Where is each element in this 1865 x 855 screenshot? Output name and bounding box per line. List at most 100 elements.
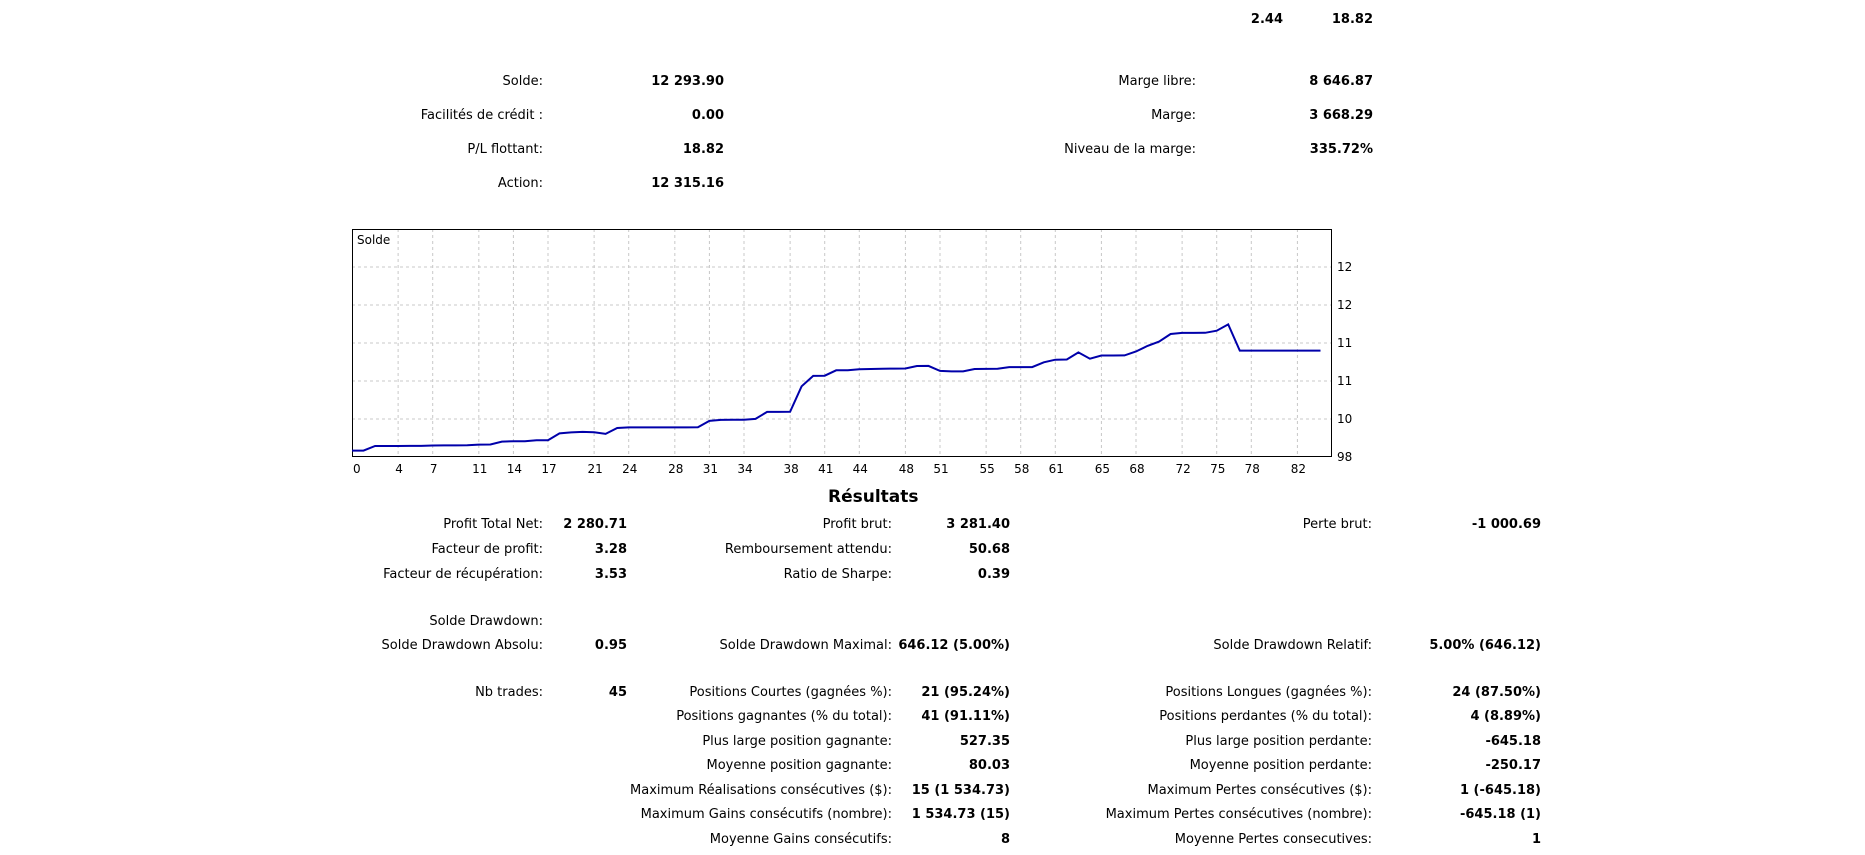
max-gains-nombre-label: Maximum Gains consécutifs (nombre): xyxy=(640,807,892,822)
max-pertes-value: 1 (-645.18) xyxy=(1459,783,1541,798)
pl-label: P/L flottant: xyxy=(467,142,543,157)
action-label: Action: xyxy=(497,176,543,191)
credit-value: 0.00 xyxy=(691,108,724,123)
moyenne-pertes-value: 1 xyxy=(1531,832,1541,847)
max-gains-nombre-value: 1 534.73 (15) xyxy=(911,807,1010,822)
sharpe-value: 0.39 xyxy=(977,567,1010,582)
max-pertes-label: Maximum Pertes consécutives ($): xyxy=(1147,783,1372,798)
x-tick-label: 82 xyxy=(1291,462,1306,476)
x-tick-label: 41 xyxy=(818,462,833,476)
y-axis-ticks: 12856 12258 11661 11063 10465 9867 xyxy=(1337,260,1352,464)
y-tick-label: 9867 xyxy=(1337,450,1352,464)
chart-frame xyxy=(352,229,1332,457)
positions-longues-value: 24 (87.50%) xyxy=(1452,685,1541,700)
facteur-profit-label: Facteur de profit: xyxy=(431,542,543,557)
x-tick-label: 55 xyxy=(979,462,994,476)
profit-brut-value: 3 281.40 xyxy=(946,517,1010,532)
x-tick-label: 68 xyxy=(1129,462,1144,476)
x-tick-label: 72 xyxy=(1175,462,1190,476)
moyenne-gains-label: Moyenne Gains consécutifs: xyxy=(709,832,892,847)
profit-total-label: Profit Total Net: xyxy=(443,517,543,532)
y-tick-label: 10465 xyxy=(1337,412,1352,426)
chart-title: Solde xyxy=(357,233,390,247)
facteur-recuperation-label: Facteur de récupération: xyxy=(383,567,543,582)
x-tick-label: 75 xyxy=(1210,462,1225,476)
x-tick-label: 65 xyxy=(1095,462,1110,476)
x-tick-label: 28 xyxy=(668,462,683,476)
x-tick-label: 58 xyxy=(1014,462,1029,476)
marge-libre-value: 8 646.87 xyxy=(1309,74,1373,89)
nb-trades-value: 45 xyxy=(608,685,627,700)
y-tick-label: 12856 xyxy=(1337,260,1352,274)
x-tick-label: 38 xyxy=(783,462,798,476)
top-value-right: 18.82 xyxy=(1331,12,1373,27)
y-tick-label: 11063 xyxy=(1337,374,1352,388)
top-value-left: 2.44 xyxy=(1250,12,1283,27)
x-tick-label: 21 xyxy=(587,462,602,476)
plus-large-perdante-label: Plus large position perdante: xyxy=(1185,734,1372,749)
results-title: Résultats xyxy=(828,487,919,507)
marge-libre-label: Marge libre: xyxy=(1118,74,1196,89)
niveau-marge-value: 335.72% xyxy=(1309,142,1373,157)
plus-large-gagnante-label: Plus large position gagnante: xyxy=(702,734,892,749)
x-tick-label: 31 xyxy=(703,462,718,476)
drawdown-absolu-value: 0.95 xyxy=(594,638,627,653)
marge-value: 3 668.29 xyxy=(1309,108,1373,123)
plus-large-perdante-value: -645.18 xyxy=(1485,734,1541,749)
x-tick-label: 34 xyxy=(737,462,752,476)
chart-grid xyxy=(352,229,1332,457)
max-realisations-value: 15 (1 534.73) xyxy=(911,783,1010,798)
marge-label: Marge: xyxy=(1151,108,1196,123)
drawdown-maximal-value: 646.12 (5.00%) xyxy=(898,638,1010,653)
balance-chart: Solde 0 4 7 11 14 17 21 24 28 31 34 38 41 44 48 51 55 58 6… xyxy=(352,229,1352,476)
pl-value: 18.82 xyxy=(682,142,724,157)
y-tick-label: 11661 xyxy=(1337,336,1352,350)
niveau-marge-label: Niveau de la marge: xyxy=(1064,142,1196,157)
positions-courtes-label: Positions Courtes (gagnées %): xyxy=(689,685,892,700)
max-pertes-nombre-value: -645.18 (1) xyxy=(1459,807,1541,822)
remboursement-value: 50.68 xyxy=(968,542,1010,557)
x-tick-label: 17 xyxy=(541,462,556,476)
drawdown-relatif-value: 5.00% (646.12) xyxy=(1429,638,1541,653)
positions-perdantes-value: 4 (8.89%) xyxy=(1470,709,1541,724)
x-tick-label: 4 xyxy=(395,462,403,476)
x-tick-label: 44 xyxy=(853,462,868,476)
drawdown-relatif-label: Solde Drawdown Relatif: xyxy=(1213,638,1372,653)
x-tick-label: 51 xyxy=(933,462,948,476)
profit-total-value: 2 280.71 xyxy=(563,517,627,532)
x-tick-label: 11 xyxy=(472,462,487,476)
positions-gagnantes-label: Positions gagnantes (% du total): xyxy=(676,709,892,724)
action-value: 12 315.16 xyxy=(651,176,724,191)
x-tick-label: 48 xyxy=(899,462,914,476)
max-pertes-nombre-label: Maximum Pertes consécutives (nombre): xyxy=(1105,807,1372,822)
positions-courtes-value: 21 (95.24%) xyxy=(921,685,1010,700)
credit-label: Facilités de crédit : xyxy=(420,108,543,123)
x-tick-label: 0 xyxy=(353,462,361,476)
moyenne-gagnante-label: Moyenne position gagnante: xyxy=(706,758,893,773)
moyenne-perdante-value: -250.17 xyxy=(1485,758,1541,773)
y-tick-label: 12258 xyxy=(1337,298,1352,312)
perte-brut-value: -1 000.69 xyxy=(1471,517,1541,532)
solde-value: 12 293.90 xyxy=(651,74,724,89)
moyenne-perdante-label: Moyenne position perdante: xyxy=(1189,758,1372,773)
positions-longues-label: Positions Longues (gagnées %): xyxy=(1165,685,1372,700)
drawdown-absolu-label: Solde Drawdown Absolu: xyxy=(381,638,543,653)
solde-drawdown-label: Solde Drawdown: xyxy=(429,614,543,629)
x-tick-label: 14 xyxy=(507,462,522,476)
perte-brut-label: Perte brut: xyxy=(1302,517,1372,532)
facteur-recuperation-value: 3.53 xyxy=(594,567,627,582)
profit-brut-label: Profit brut: xyxy=(822,517,892,532)
solde-label: Solde: xyxy=(502,74,543,89)
positions-perdantes-label: Positions perdantes (% du total): xyxy=(1159,709,1372,724)
x-tick-label: 24 xyxy=(622,462,637,476)
plus-large-gagnante-value: 527.35 xyxy=(959,734,1010,749)
x-tick-label: 61 xyxy=(1049,462,1064,476)
x-axis-ticks: 0 4 7 11 14 17 21 24 28 31 34 38 41 44 48 51 55 58 61 65 68 7… xyxy=(353,462,1306,476)
moyenne-gagnante-value: 80.03 xyxy=(968,758,1010,773)
facteur-profit-value: 3.28 xyxy=(594,542,627,557)
x-tick-label: 78 xyxy=(1245,462,1260,476)
moyenne-gains-value: 8 xyxy=(1000,832,1010,847)
x-tick-label: 7 xyxy=(430,462,438,476)
max-realisations-label: Maximum Réalisations consécutives ($): xyxy=(630,783,892,798)
remboursement-label: Remboursement attendu: xyxy=(724,542,892,557)
